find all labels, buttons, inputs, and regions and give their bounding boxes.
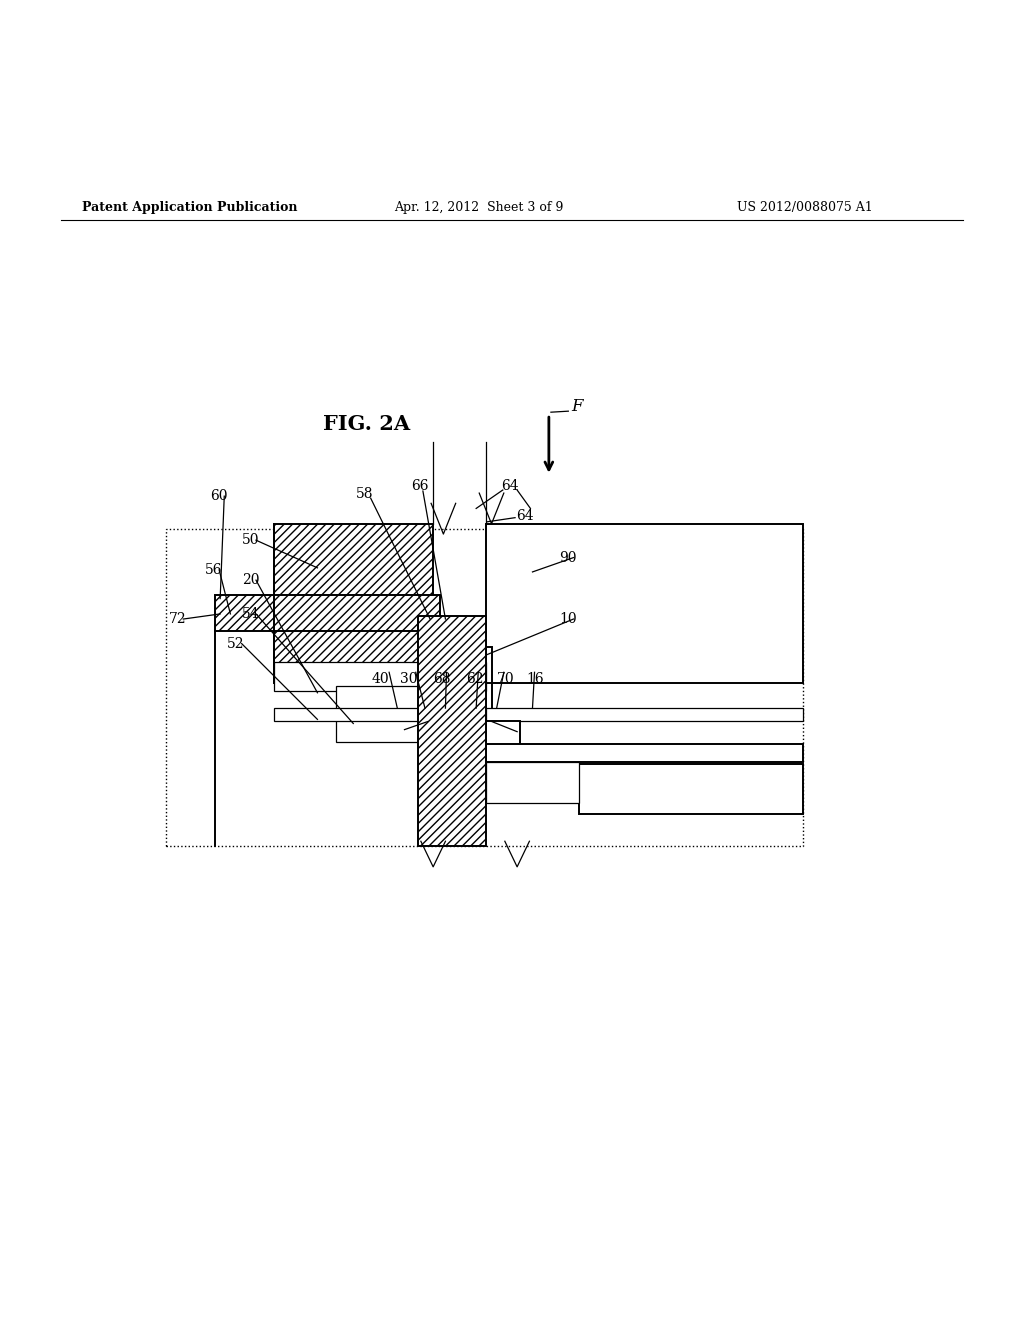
Text: 70: 70 [497,672,515,686]
Text: 20: 20 [242,573,259,587]
Bar [579,764,803,813]
Text: 68: 68 [433,672,452,686]
Text: FIG. 2A: FIG. 2A [323,414,410,434]
Text: 40: 40 [371,672,389,686]
Text: 50: 50 [242,533,259,548]
Text: Apr. 12, 2012  Sheet 3 of 9: Apr. 12, 2012 Sheet 3 of 9 [394,201,563,214]
Text: 58: 58 [355,487,374,502]
Text: F: F [571,397,583,414]
Bar [486,524,803,682]
Bar [215,595,440,631]
Bar [274,708,433,722]
Text: 10: 10 [559,612,577,626]
Bar [336,685,443,742]
Bar [443,711,486,722]
Text: 54: 54 [242,607,259,620]
Bar [418,616,486,846]
Text: 64: 64 [516,508,534,523]
Bar [486,708,803,722]
Bar [486,763,579,804]
Bar [486,722,520,763]
Bar [428,647,492,722]
Bar [166,529,803,846]
Text: 16: 16 [526,672,545,686]
Bar [486,744,803,763]
Text: 72: 72 [169,612,186,626]
Bar [433,657,486,725]
Text: 90: 90 [559,550,577,565]
Bar [274,663,486,690]
Bar [274,524,433,682]
Text: 52: 52 [227,636,245,651]
Text: 64: 64 [501,479,519,492]
Text: 30: 30 [399,672,418,686]
Text: US 2012/0088075 A1: US 2012/0088075 A1 [737,201,873,214]
Text: Patent Application Publication: Patent Application Publication [82,201,297,214]
Text: 60: 60 [210,490,227,503]
Text: 62: 62 [466,672,484,686]
Text: 66: 66 [411,479,429,492]
Text: 56: 56 [205,562,222,577]
